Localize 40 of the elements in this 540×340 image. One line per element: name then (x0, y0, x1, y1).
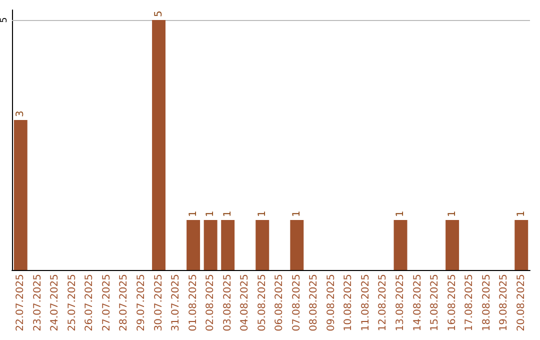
x-tick-label: 16.08.2025 (446, 274, 458, 332)
data-label: 1 (205, 210, 216, 217)
x-tick-label: 05.08.2025 (256, 274, 268, 332)
x-tick-label: 30.07.2025 (153, 274, 164, 332)
x-tick-label: 10.08.2025 (343, 274, 354, 332)
x-tick-label: 29.07.2025 (136, 274, 147, 332)
x-tick-label: 09.08.2025 (326, 274, 337, 332)
x-tick-label: 17.08.2025 (464, 274, 476, 332)
x-tick-label: 26.07.2025 (84, 274, 96, 332)
x-tick-label: 25.07.2025 (66, 274, 78, 332)
data-label: 1 (222, 210, 234, 217)
x-tick-label: 27.07.2025 (101, 274, 112, 332)
data-label: 3 (15, 110, 26, 117)
data-label: 5 (153, 10, 164, 17)
x-tick-label: 13.08.2025 (395, 274, 406, 332)
x-tick-label: 15.08.2025 (430, 274, 441, 332)
x-tick-label: 11.08.2025 (360, 274, 372, 332)
data-label: 1 (395, 210, 406, 217)
x-tick-label: 01.08.2025 (188, 274, 199, 332)
x-tick-label: 22.07.2025 (15, 274, 26, 332)
x-tick-label: 23.07.2025 (32, 274, 44, 332)
data-label: 1 (188, 210, 199, 217)
x-tick-label: 31.07.2025 (170, 274, 182, 332)
x-tick-label: 06.08.2025 (274, 274, 286, 332)
data-label: 1 (516, 210, 527, 217)
x-tick-label: 02.08.2025 (205, 274, 216, 332)
x-tick-label: 14.08.2025 (412, 274, 424, 332)
x-tick-label: 18.08.2025 (481, 274, 492, 332)
x-tick-label: 07.08.2025 (291, 274, 302, 332)
x-tick-label: 28.07.2025 (118, 274, 130, 332)
x-tick-label: 20.08.2025 (516, 274, 527, 332)
x-tick-label: 04.08.2025 (240, 274, 251, 332)
data-label: 1 (256, 210, 268, 217)
x-tick-label: 08.08.2025 (308, 274, 320, 332)
x-tick-label: 12.08.2025 (378, 274, 389, 332)
data-label: 1 (291, 210, 302, 217)
x-tick-label: 24.07.2025 (50, 274, 61, 332)
data-label: 1 (446, 210, 458, 217)
x-tick-label: 03.08.2025 (222, 274, 234, 332)
x-tick-label: 19.08.2025 (498, 274, 510, 332)
